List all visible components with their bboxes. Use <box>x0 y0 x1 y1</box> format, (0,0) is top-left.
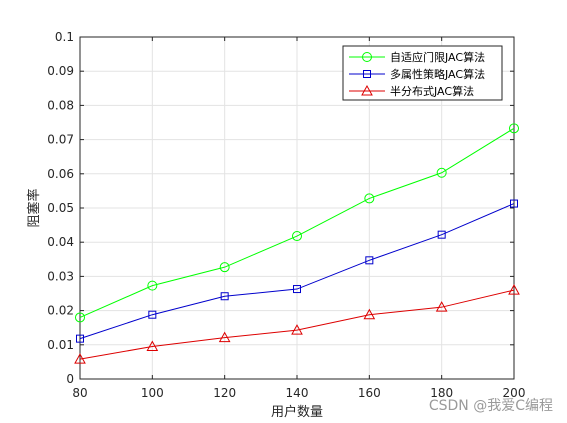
legend-label: 半分布式JAC算法 <box>390 84 474 98</box>
data-point <box>435 301 448 312</box>
data-point <box>148 310 157 319</box>
y-tick-label: 0.01 <box>47 338 74 352</box>
legend-label: 多属性策略JAC算法 <box>390 67 485 81</box>
data-point <box>291 324 303 335</box>
legend-marker <box>363 70 371 78</box>
legend-marker <box>362 52 372 62</box>
y-tick-label: 0.05 <box>47 201 74 215</box>
y-tick-label: 0.06 <box>47 167 74 181</box>
y-tick-label: 0.08 <box>47 98 74 112</box>
data-point <box>76 334 84 343</box>
series-line <box>79 289 515 360</box>
data-point <box>75 312 85 323</box>
legend-item: 自适应门限JAC算法 <box>349 50 485 64</box>
series-3 <box>74 284 520 364</box>
data-point <box>292 231 302 242</box>
data-point <box>293 285 301 294</box>
y-tick-label: 0.1 <box>55 30 74 44</box>
y-tick-label: 0.09 <box>47 64 74 78</box>
series-line <box>79 203 515 340</box>
y-tick-label: 0.04 <box>47 235 74 249</box>
x-tick-label: 200 <box>503 386 526 400</box>
axis-ticks: 80 100 120 140 160 180 200 0 0.01 0.02 0.03 0.04 0.0… <box>47 30 525 400</box>
series-1 <box>75 123 519 323</box>
data-point <box>364 193 375 204</box>
legend-item: 半分布式JAC算法 <box>349 84 474 98</box>
series-line <box>79 127 515 318</box>
data-point <box>147 280 158 291</box>
y-tick-label: 0.02 <box>47 304 74 318</box>
data-point <box>219 262 230 273</box>
data-point <box>436 167 447 178</box>
legend-item: 多属性策略JAC算法 <box>349 67 485 81</box>
data-point <box>220 292 229 301</box>
data-point <box>437 230 446 239</box>
y-tick-label: 0.07 <box>47 133 74 147</box>
series-lines <box>74 123 520 364</box>
data-point <box>74 353 86 364</box>
x-axis-label: 用户数量 <box>271 404 323 420</box>
data-point <box>510 199 518 208</box>
legend-label: 自适应门限JAC算法 <box>390 50 485 64</box>
x-tick-label: 140 <box>286 386 309 400</box>
data-point <box>146 340 159 352</box>
legend-marker <box>361 84 373 96</box>
x-tick-label: 180 <box>430 386 453 400</box>
x-tick-label: 100 <box>141 386 164 400</box>
x-tick-label: 120 <box>213 386 236 400</box>
y-tick-label: 0 <box>66 372 74 386</box>
y-tick-label: 0.03 <box>47 269 74 283</box>
data-point <box>508 284 520 295</box>
data-point <box>509 123 519 134</box>
x-tick-label: 160 <box>358 386 381 400</box>
data-point <box>363 308 376 320</box>
series-2 <box>76 199 518 343</box>
x-tick-label: 80 <box>72 386 87 400</box>
y-axis-label: 阻塞率 <box>26 188 42 227</box>
data-point <box>218 331 231 343</box>
data-point <box>365 256 374 265</box>
watermark-text: CSDN @我爱C编程 <box>428 398 553 414</box>
